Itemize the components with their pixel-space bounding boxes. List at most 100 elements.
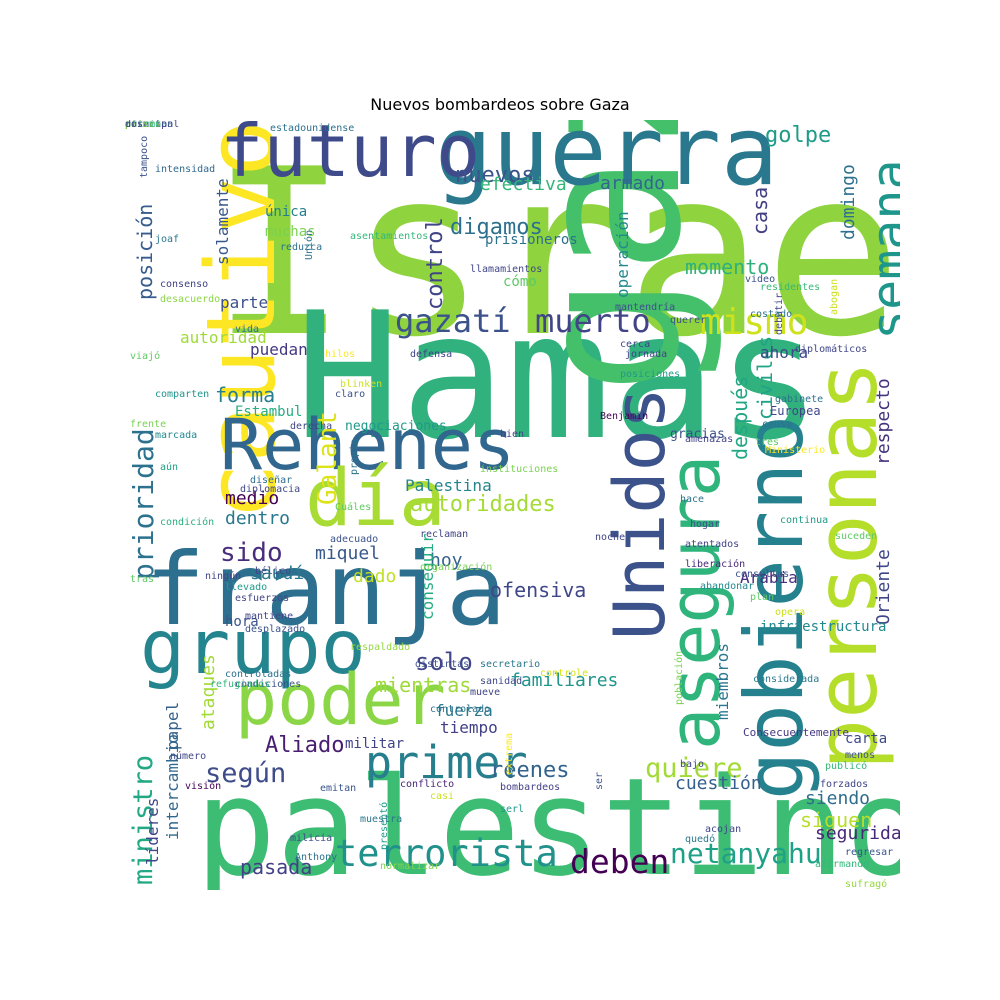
word-consecuentemente: Consecuentemente [743, 726, 849, 739]
word-forzados: forzados [820, 779, 869, 790]
word-población: población [674, 650, 685, 705]
word-visión: visión [185, 781, 222, 792]
word-hace: hace [680, 494, 705, 505]
word-ser: ser [594, 771, 605, 790]
word-causa: causa [762, 419, 793, 430]
word-esfuerzos: esfuerzos [235, 593, 290, 604]
word-controle: controle [540, 668, 589, 679]
word-instituciones: instituciones [480, 464, 559, 475]
word-respaldado: respaldado [350, 642, 411, 653]
word-armado: armado [600, 173, 666, 194]
word-negociaciones: negociaciones [345, 419, 447, 434]
word-reclaman: reclaman [420, 529, 469, 540]
word-costado: costado [750, 309, 793, 320]
word-saudí: saudí [250, 563, 305, 584]
word-residentes: residentes [760, 282, 821, 293]
word-siguen: siguen [800, 808, 873, 832]
word-bombardeos: bombardeos [500, 782, 561, 793]
word-quedó: quedó [685, 834, 716, 845]
word-países: países [125, 120, 162, 130]
word-prioridad: prioridad [127, 428, 160, 580]
word-forma: forma [215, 383, 276, 407]
word-marcada: marcada [155, 430, 198, 441]
word-principal: principal [125, 120, 180, 130]
word-amenazas: amenazas [685, 434, 734, 445]
word-gracias: gracias [670, 427, 725, 442]
word-solamente: solamente [213, 178, 232, 265]
word-milicia: milicia [290, 833, 333, 844]
word-tres: tres [755, 437, 780, 448]
word-única: única [265, 204, 308, 220]
word-bajo: bajo [680, 759, 705, 770]
word-condición: condición [160, 517, 215, 528]
word-después: después [728, 375, 752, 460]
word-claro: claro [335, 389, 366, 400]
word-autoridad: autoridad [180, 328, 267, 347]
word-noche: noche [595, 532, 626, 543]
word-video: video [745, 274, 776, 285]
word-asentamientos: asentamientos [350, 231, 429, 242]
word-blinken: blinken [340, 379, 383, 390]
word-franja: franja [145, 531, 507, 648]
word-nuevos: nuevos [455, 163, 535, 188]
word-plan: plan [750, 592, 775, 603]
word-líderes: líderes [143, 797, 162, 865]
word-llamamientos: llamamientos [470, 264, 543, 275]
word-opera: opera [775, 607, 806, 618]
word-rn: rn [125, 120, 138, 130]
word-adecuado: adecuado [330, 534, 379, 545]
word-grupo: grupo [140, 603, 366, 691]
word-muestra: muestra [360, 814, 403, 825]
word-familiares: familiares [510, 670, 619, 691]
word-reduzca: reduzca [280, 242, 323, 253]
word-ningún: ningún [205, 571, 242, 582]
word-defensa: defensa [410, 349, 453, 360]
word-medio: medio [225, 488, 280, 509]
word-tras: tras [130, 574, 155, 585]
word-distintas: distintas [415, 659, 470, 670]
word-arabia: Arabia [740, 568, 798, 587]
word-consenso: consenso [160, 279, 209, 290]
word-muchas: muchas [265, 224, 316, 240]
word-dentro: dentro [225, 508, 291, 529]
word-conseguir: conseguir [418, 533, 437, 620]
word-conflicto: conflicto [400, 779, 455, 790]
word-operación: operación [613, 211, 632, 298]
word-diplomacia: diplomacia [240, 484, 301, 495]
word-consultas: consultas [735, 569, 790, 580]
word-afirmando: afirmando [815, 859, 870, 870]
word-europea: Europea [770, 404, 821, 418]
word-palestina: Palestina [405, 476, 492, 495]
word-hamas: Hamas [295, 276, 822, 479]
word-secretario: secretario [480, 659, 541, 670]
word-fuerza: fuerza [435, 701, 493, 720]
word-tampoco: tampoco [139, 135, 150, 178]
chart-title: Nuevos bombardeos sobre Gaza [370, 95, 630, 114]
word-primer: primer [365, 736, 528, 789]
word-extrema: extrema [504, 732, 515, 775]
word-guerra: guerra [435, 120, 779, 207]
word-posiciones: posiciones [620, 369, 681, 380]
word-benjamin: Benjamin [600, 411, 649, 422]
word-cuáles: Cuáles [335, 502, 372, 513]
word-semana: semana [861, 159, 900, 340]
word-muerto: muerto [535, 302, 651, 340]
word-controlado: controlado [430, 704, 491, 715]
word-hilos: hilos [325, 349, 356, 360]
word-tiempo: tiempo [440, 718, 498, 737]
word-ofensiva: ofensiva [490, 578, 587, 602]
word-carta: carta [845, 731, 888, 747]
word-digamos: digamos [450, 215, 543, 240]
word-momento: momento [685, 255, 770, 279]
word-continua: continua [780, 515, 829, 526]
word-efectiva: efectiva [480, 174, 567, 195]
word-estambul: Estambul [235, 404, 303, 420]
word-serl: serl [500, 804, 525, 815]
word-desacuerdo: desacuerdo [160, 294, 221, 305]
word-mantendría: mantendría [615, 302, 676, 313]
word-mismo: mismo [700, 302, 809, 343]
word-número: número [170, 751, 207, 762]
word-infraestructura: infraestructura [760, 619, 887, 635]
word-dado: dado [353, 566, 397, 587]
word-hora: hora [225, 614, 259, 630]
